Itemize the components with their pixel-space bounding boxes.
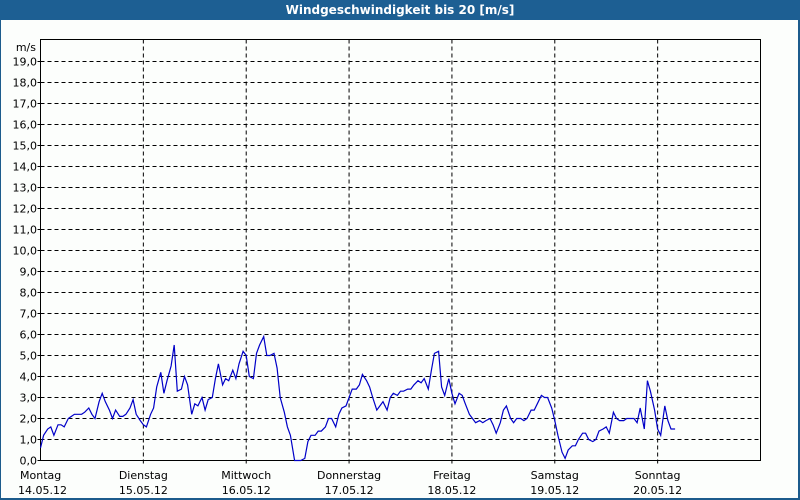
x-tick-date-label: 17.05.12 [325,484,374,497]
x-tick-day-label: Freitag [433,469,471,482]
y-tick-label: 2,0 [20,413,38,426]
y-tick-label: 13,0 [13,182,38,195]
y-tick-label: 8,0 [20,287,38,300]
x-tick-date-label: 18.05.12 [427,484,476,497]
x-tick-day-label: Mittwoch [221,469,271,482]
y-tick-label: 17,0 [13,98,38,111]
y-tick-label: 7,0 [20,308,38,321]
y-tick-label: 14,0 [13,161,38,174]
y-tick-label: 6,0 [20,329,38,342]
x-tick-day-label: Samstag [531,469,579,482]
y-tick-label: 10,0 [13,245,38,258]
y-tick-label: 5,0 [20,350,38,363]
x-tick-date-label: 15.05.12 [119,484,168,497]
x-tick-day-label: Dienstag [119,469,168,482]
x-tick-date-label: 16.05.12 [222,484,271,497]
x-tick-day-label: Donnerstag [317,469,381,482]
y-tick-label: 4,0 [20,371,38,384]
plot-area-border [40,39,761,461]
y-tick-label: 1,0 [20,434,38,447]
y-axis-ticks: 0,0 1,0 2,0 3,0 4,0 5,0 6,0 7,0 8,0 9,0 10,0 11,0 12… [13,56,41,468]
y-tick-label: 0,0 [20,455,38,468]
chart-title: Windgeschwindigkeit bis 20 [m/s] [0,0,800,20]
y-tick-label: 9,0 [20,266,38,279]
x-tick-day-label: Sonntag [635,469,681,482]
y-tick-label: 11,0 [13,224,38,237]
wind-speed-line [39,334,676,462]
y-axis-unit-label: m/s [16,41,36,54]
x-tick-date-label: 20.05.12 [633,484,682,497]
x-axis-ticks: Montag 14.05.12 Dienstag 15.05.12 Mittwoch 16… [18,460,682,497]
x-tick-date-label: 14.05.12 [18,484,67,497]
x-tick-date-label: 19.05.12 [530,484,579,497]
y-tick-label: 16,0 [13,119,38,132]
x-tick-day-label: Montag [20,469,61,482]
y-tick-label: 18,0 [13,77,38,90]
y-tick-label: 15,0 [13,140,38,153]
y-tick-label: 3,0 [20,392,38,405]
y-tick-label: 12,0 [13,203,38,216]
y-tick-label: 19,0 [13,56,38,69]
grid-lines [40,39,761,461]
